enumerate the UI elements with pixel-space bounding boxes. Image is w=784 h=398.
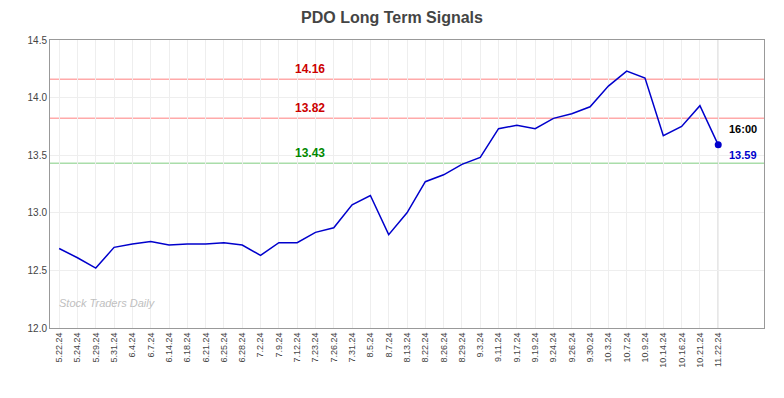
svg-text:8.26.24: 8.26.24: [439, 333, 449, 363]
svg-text:14.0: 14.0: [28, 92, 48, 103]
svg-text:Stock Traders Daily: Stock Traders Daily: [59, 297, 156, 309]
svg-text:PDO Long Term Signals: PDO Long Term Signals: [301, 9, 483, 26]
svg-text:10.16.24: 10.16.24: [677, 333, 687, 368]
svg-text:6.18.24: 6.18.24: [182, 333, 192, 363]
svg-text:8.7.24: 8.7.24: [384, 333, 394, 358]
svg-text:7.23.24: 7.23.24: [310, 333, 320, 363]
svg-text:6.14.24: 6.14.24: [164, 333, 174, 363]
svg-text:9.11.24: 9.11.24: [493, 333, 503, 362]
svg-text:8.22.24: 8.22.24: [420, 333, 430, 363]
svg-text:9.3.24: 9.3.24: [475, 333, 485, 358]
svg-text:10.21.24: 10.21.24: [695, 333, 705, 368]
svg-text:9.19.24: 9.19.24: [530, 333, 540, 363]
svg-text:11.22.24: 11.22.24: [713, 333, 723, 367]
svg-text:9.30.24: 9.30.24: [585, 333, 595, 363]
svg-text:9.17.24: 9.17.24: [512, 333, 522, 363]
svg-text:14.16: 14.16: [295, 62, 325, 76]
svg-text:6.28.24: 6.28.24: [237, 333, 247, 363]
svg-text:12.5: 12.5: [28, 265, 48, 276]
svg-text:10.3.24: 10.3.24: [603, 333, 613, 363]
svg-text:13.43: 13.43: [295, 146, 325, 160]
svg-text:13.0: 13.0: [28, 207, 48, 218]
svg-text:7.26.24: 7.26.24: [329, 333, 339, 363]
svg-text:14.5: 14.5: [28, 35, 48, 46]
svg-text:9.24.24: 9.24.24: [548, 333, 558, 363]
svg-text:5.24.24: 5.24.24: [72, 333, 82, 363]
svg-text:13.59: 13.59: [729, 149, 757, 161]
svg-text:7.9.24: 7.9.24: [274, 333, 284, 358]
svg-text:6.4.24: 6.4.24: [127, 333, 137, 358]
svg-text:9.26.24: 9.26.24: [567, 333, 577, 363]
svg-text:6.7.24: 6.7.24: [146, 333, 156, 358]
svg-text:8.29.24: 8.29.24: [457, 333, 467, 363]
svg-text:7.2.24: 7.2.24: [255, 333, 265, 358]
svg-text:5.29.24: 5.29.24: [91, 333, 101, 363]
svg-text:8.13.24: 8.13.24: [402, 333, 412, 363]
svg-text:6.25.24: 6.25.24: [219, 333, 229, 363]
svg-text:13.5: 13.5: [28, 150, 48, 161]
svg-text:10.9.24: 10.9.24: [640, 333, 650, 363]
svg-text:7.31.24: 7.31.24: [347, 333, 357, 363]
svg-text:10.14.24: 10.14.24: [658, 333, 668, 368]
svg-text:5.31.24: 5.31.24: [109, 333, 119, 363]
svg-text:5.22.24: 5.22.24: [54, 333, 64, 363]
svg-text:13.82: 13.82: [295, 101, 325, 115]
svg-text:10.7.24: 10.7.24: [622, 333, 632, 363]
svg-text:12.0: 12.0: [28, 323, 48, 334]
svg-text:6.21.24: 6.21.24: [201, 333, 211, 363]
svg-text:8.5.24: 8.5.24: [365, 333, 375, 358]
svg-text:16:00: 16:00: [729, 123, 757, 135]
svg-text:7.12.24: 7.12.24: [292, 333, 302, 363]
